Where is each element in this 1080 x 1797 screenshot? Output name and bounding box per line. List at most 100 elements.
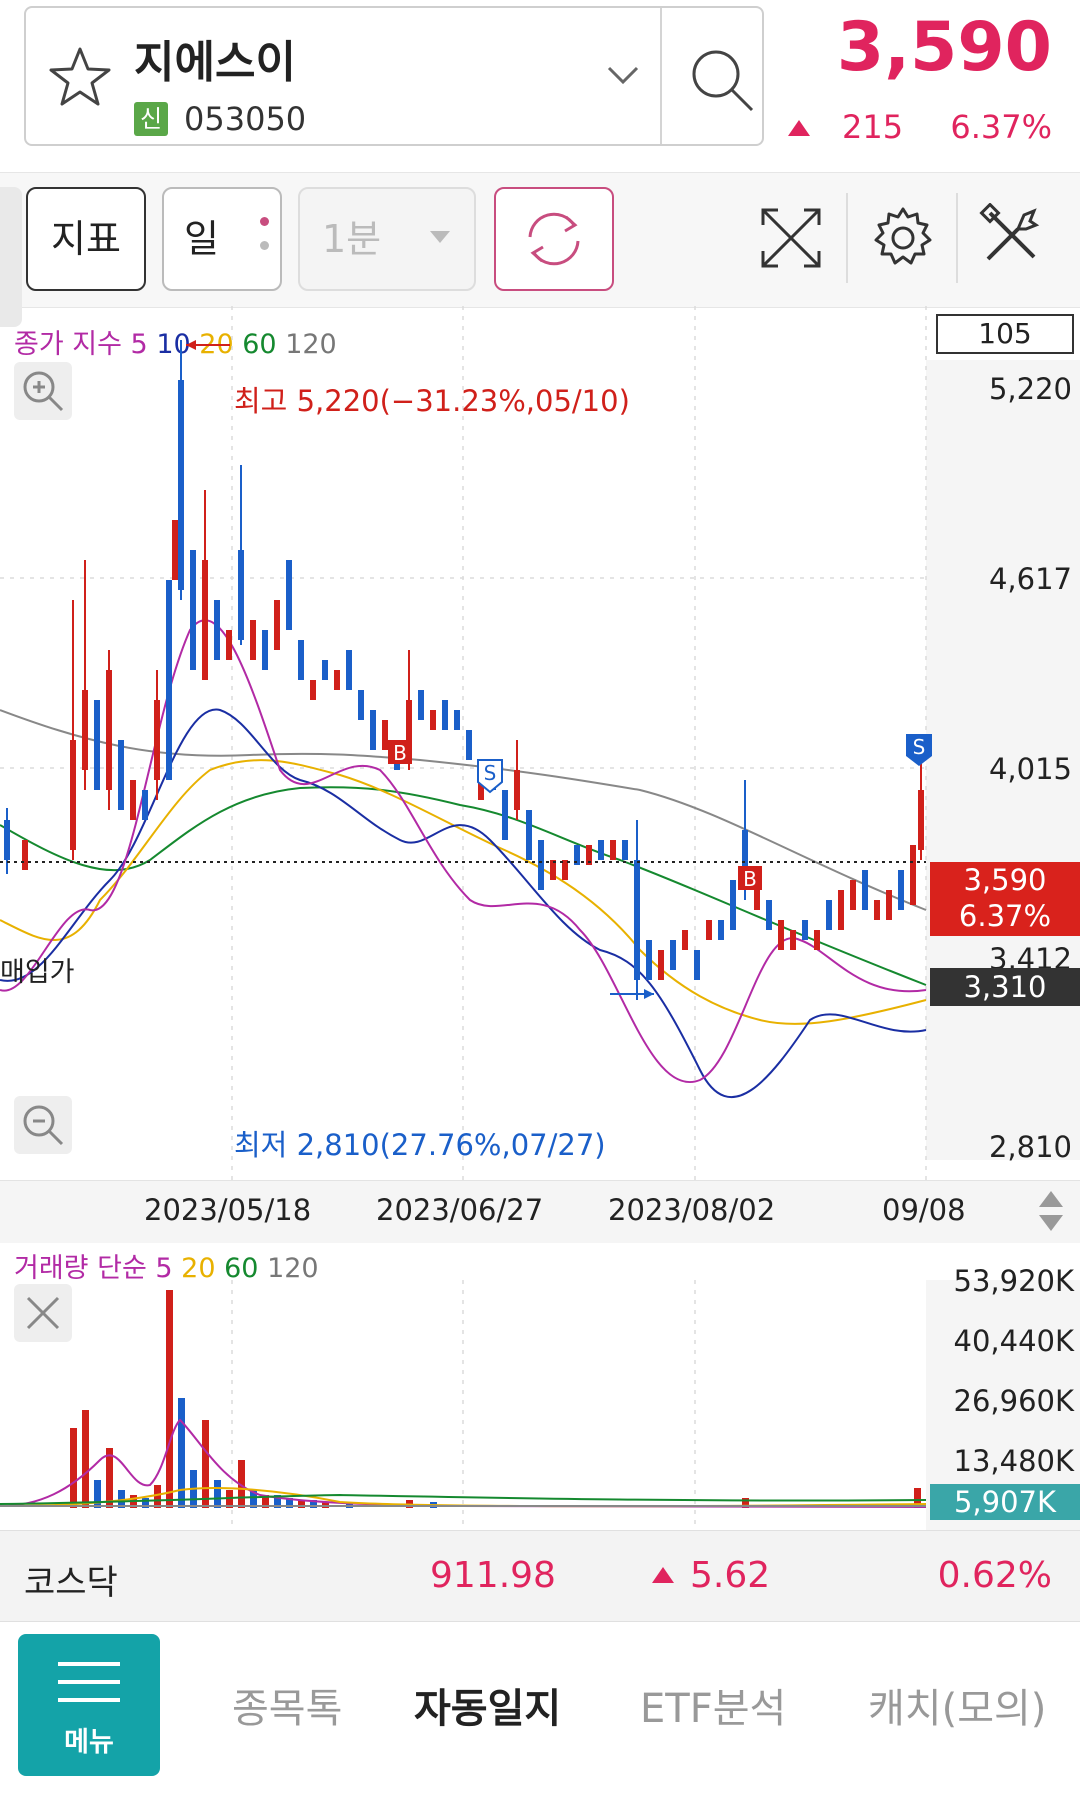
menu-label: 메뉴 (64, 1727, 114, 1758)
dot-icon (260, 217, 269, 226)
nav-item-catch-mock[interactable]: 캐치(모의) (868, 1686, 1047, 1732)
legend-ma120: 120 (267, 1253, 319, 1284)
side-drawer-handle[interactable] (0, 187, 22, 327)
search-icon[interactable] (686, 44, 758, 116)
candlestick-chart[interactable]: B S B S (0, 300, 1080, 1180)
x-tick: 2023/05/18 (144, 1193, 312, 1227)
legend-ma10: 10 (156, 329, 191, 360)
hamburger-icon (58, 1680, 120, 1684)
stock-selector[interactable]: 지에스이 신 053050 (24, 6, 764, 146)
index-name: 코스닥 (24, 1563, 118, 1603)
legend-title: 종가 지수 (14, 329, 122, 360)
index-value: 911.98 (430, 1555, 556, 1596)
buy-signal-text: B (743, 867, 757, 891)
credit-badge: 신 (134, 102, 168, 136)
legend-title: 거래량 단순 (14, 1253, 147, 1284)
legend-ma20: 20 (181, 1253, 216, 1284)
refresh-button[interactable] (494, 187, 614, 291)
bottom-nav: 메뉴 종목톡 자동일지 ETF분석 캐치(모의) (0, 1622, 1080, 1797)
fullscreen-icon[interactable] (758, 205, 824, 271)
nav-item-auto-journal[interactable]: 자동일지 (414, 1686, 562, 1732)
y-tick: 4,015 (988, 752, 1072, 786)
x-tick: 09/08 (882, 1193, 966, 1227)
market-index-bar[interactable]: 코스닥 911.98 5.62 0.62% (0, 1530, 1080, 1622)
low-arrow-head (644, 989, 654, 999)
index-change: 5.62 (690, 1555, 771, 1596)
period-count-box[interactable]: 105 (936, 314, 1074, 354)
legend-ma60: 60 (224, 1253, 259, 1284)
legend-ma5: 5 (155, 1253, 173, 1284)
hamburger-icon (58, 1698, 120, 1702)
volume-current-tag: 5,907K (930, 1484, 1080, 1520)
up-arrow-icon (652, 1567, 674, 1583)
nav-item-etf-analysis[interactable]: ETF분석 (640, 1686, 787, 1732)
vol-ma60-line (0, 1493, 927, 1505)
grid-lines (231, 1280, 696, 1530)
ma20-line (0, 759, 927, 1025)
y-tick: 26,960K (953, 1384, 1075, 1418)
vol-ma5-line (0, 1418, 927, 1508)
avg-price-tag: 3,310 (930, 968, 1080, 1006)
y-tick: 2,810 (988, 1130, 1072, 1164)
period-button[interactable]: 일 (162, 187, 282, 291)
signal-markers: B S B S (388, 734, 932, 891)
y-tick: 53,920K (953, 1264, 1075, 1298)
grid-lines (0, 306, 927, 1180)
interval-label: 1분 (322, 217, 382, 261)
legend-ma5: 5 (130, 329, 148, 360)
stock-name: 지에스이 (134, 37, 296, 88)
price-change-pct: 6.37% (950, 108, 1052, 146)
sell-signal-text: S (484, 761, 497, 785)
price-legend[interactable]: 종가 지수 5 10 20 60 120 (14, 322, 337, 361)
index-change-pct: 0.62% (937, 1555, 1052, 1596)
ma5-line (0, 619, 927, 1084)
chevron-down-icon[interactable] (606, 64, 640, 86)
y-tick: 4,617 (988, 562, 1072, 596)
current-price-tag: 3,590 6.37% (930, 862, 1080, 936)
y-tick: 40,440K (953, 1324, 1075, 1358)
zoom-out-icon[interactable] (14, 1096, 72, 1154)
y-axis-panel (926, 360, 1080, 1160)
volume-chart[interactable] (0, 1280, 1080, 1530)
buy-signal-text: B (393, 741, 407, 765)
stock-code: 053050 (184, 100, 307, 138)
volume-legend[interactable]: 거래량 단순 5 20 60 120 (14, 1246, 319, 1285)
dot-icon (260, 241, 269, 250)
caret-down-icon (430, 231, 450, 243)
refresh-icon (528, 212, 580, 266)
current-pct-tag-value: 6.37% (958, 899, 1052, 933)
close-icon[interactable] (14, 1284, 72, 1342)
avg-price-label: 매입가 (0, 957, 75, 988)
star-icon[interactable] (46, 43, 114, 111)
price-change: 215 (842, 108, 904, 146)
y-tick: 5,220 (988, 372, 1072, 406)
gear-icon[interactable] (870, 205, 936, 271)
nav-item-stock-talk[interactable]: 종목톡 (232, 1686, 343, 1732)
divider (660, 8, 662, 144)
zoom-in-icon[interactable] (14, 362, 72, 420)
current-price-tag-value: 3,590 (963, 863, 1047, 897)
ma60-line (0, 786, 927, 986)
y-tick: 13,480K (953, 1444, 1075, 1478)
sell-signal-text: S (913, 735, 926, 759)
resize-handle-icon[interactable] (1036, 1187, 1066, 1235)
hamburger-icon (58, 1662, 120, 1666)
legend-ma60: 60 (242, 329, 277, 360)
divider (956, 193, 958, 283)
tools-icon[interactable] (978, 203, 1044, 269)
high-arrow-head (186, 340, 196, 350)
menu-button[interactable]: 메뉴 (18, 1634, 160, 1776)
legend-ma120: 120 (285, 329, 337, 360)
current-price: 3,590 (836, 8, 1052, 87)
period-label: 일 (184, 217, 219, 261)
high-annotation: 최고 5,220(−31.23%,05/10) (234, 384, 630, 418)
indicator-button[interactable]: 지표 (26, 187, 146, 291)
interval-select[interactable]: 1분 (298, 187, 476, 291)
x-tick: 2023/06/27 (376, 1193, 544, 1227)
chart-toolbar: 지표 일 1분 (0, 172, 1080, 327)
x-tick: 2023/08/02 (608, 1193, 776, 1227)
divider (846, 193, 848, 283)
ma10-line (0, 708, 927, 1099)
volume-bars (70, 1290, 921, 1508)
x-axis: 2023/05/18 2023/06/27 2023/08/02 09/08 (0, 1180, 1080, 1243)
